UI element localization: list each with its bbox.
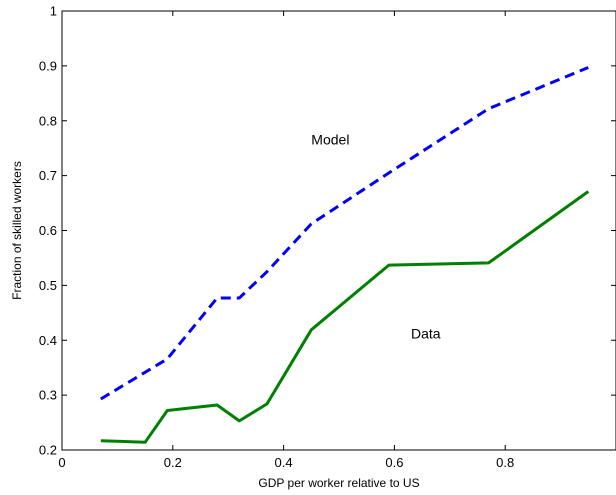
y-tick-label: 0.4 [39, 333, 57, 348]
x-axis-ticks: 0 0.2 0.4 0.6 0.8 [58, 11, 514, 470]
series-line-model [100, 66, 589, 401]
series-line-data [100, 190, 590, 444]
y-tick-label: 0.6 [39, 223, 57, 238]
annotation-model: Model [311, 131, 349, 147]
y-axis-label: Fraction of skilled workers [10, 161, 24, 300]
x-axis-label: GDP per worker relative to US [258, 476, 419, 490]
y-tick-label: 0.9 [39, 58, 57, 73]
series-layer [100, 66, 590, 444]
y-tick-label: 1 [50, 4, 57, 19]
y-axis-ticks: 0.2 0.3 0.4 0.5 0.6 0.7 0.8 0.9 1 [39, 4, 616, 458]
x-tick-label: 0.6 [385, 455, 403, 470]
x-tick-label: 0.4 [275, 455, 293, 470]
y-tick-label: 0.5 [39, 278, 57, 293]
y-tick-label: 0.8 [39, 113, 57, 128]
y-tick-label: 0.3 [39, 388, 57, 403]
annotations: Model Data [311, 131, 441, 341]
y-tick-label: 0.7 [39, 168, 57, 183]
x-tick-label: 0 [58, 455, 65, 470]
annotation-data: Data [411, 326, 441, 342]
x-tick-label: 0.8 [496, 455, 514, 470]
y-tick-label: 0.2 [39, 443, 57, 458]
x-tick-label: 0.2 [164, 455, 182, 470]
